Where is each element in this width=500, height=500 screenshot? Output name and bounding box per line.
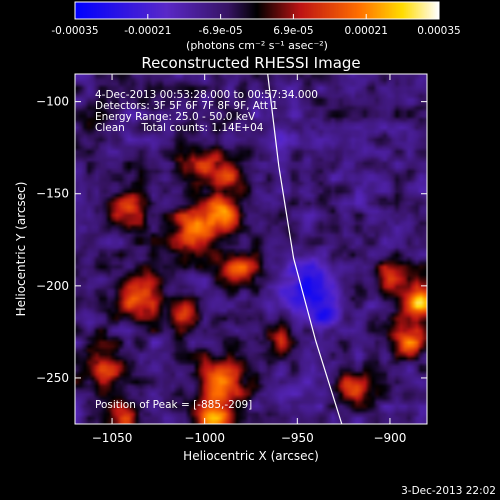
colorbar-tick-label: -0.00021 xyxy=(124,25,171,37)
colorbar-frame xyxy=(74,1,440,20)
colorbar-tick-label: 0.00021 xyxy=(344,25,387,37)
annotation-time: 4-Dec-2013 00:53:28.000 to 00:57:34.000 xyxy=(95,89,318,101)
footer-timestamp: 3-Dec-2013 22:02 xyxy=(401,485,496,497)
colorbar-tick-label: -0.00035 xyxy=(51,25,98,37)
colorbar-tick-label: -6.9e-05 xyxy=(199,25,243,37)
x-tick-label: −950 xyxy=(281,431,314,445)
annotation-peak: Position of Peak = [-885,-209] xyxy=(95,399,252,411)
y-axis-label: Heliocentric Y (arcsec) xyxy=(14,182,28,317)
y-axis: −100 −150 −200 −250 xyxy=(36,95,427,385)
solar-limb-curve xyxy=(267,74,343,424)
colorbar-unit-label: (photons cm⁻² s⁻¹ asec⁻²) xyxy=(186,39,328,52)
chart-title: Reconstructed RHESSI Image xyxy=(141,54,360,72)
x-axis: −1050 −1000 −950 −900 xyxy=(92,74,406,445)
annotation-clean: Clean Total counts: 1.14E+04 xyxy=(95,122,264,134)
y-tick-label: −200 xyxy=(36,279,69,293)
annotations: 4-Dec-2013 00:53:28.000 to 00:57:34.000 … xyxy=(95,89,318,411)
y-tick-label: −100 xyxy=(36,95,69,109)
colorbar-tick-label: 0.00035 xyxy=(417,25,460,37)
plot-frame xyxy=(74,73,428,425)
y-tick-label: −150 xyxy=(36,187,69,201)
annotation-detectors: Detectors: 3F 5F 6F 7F 8F 9F, Att 1 xyxy=(95,100,278,112)
annotation-energy: Energy Range: 25.0 - 50.0 keV xyxy=(95,111,256,123)
x-tick-label: −1050 xyxy=(92,431,133,445)
x-tick-label: −900 xyxy=(373,431,406,445)
colorbar-ticks: -0.00035 -0.00021 -6.9e-05 6.9e-05 0.00021 0.… xyxy=(51,14,461,37)
x-axis-label: Heliocentric X (arcsec) xyxy=(183,449,319,463)
x-tick-label: −1000 xyxy=(184,431,225,445)
heatmap-image xyxy=(75,74,427,424)
colorbar-gradient xyxy=(75,2,439,19)
y-tick-label: −250 xyxy=(36,371,69,385)
colorbar: -0.00035 -0.00021 -6.9e-05 6.9e-05 0.00021 0.… xyxy=(51,1,461,52)
colorbar-tick-label: 6.9e-05 xyxy=(273,25,313,37)
